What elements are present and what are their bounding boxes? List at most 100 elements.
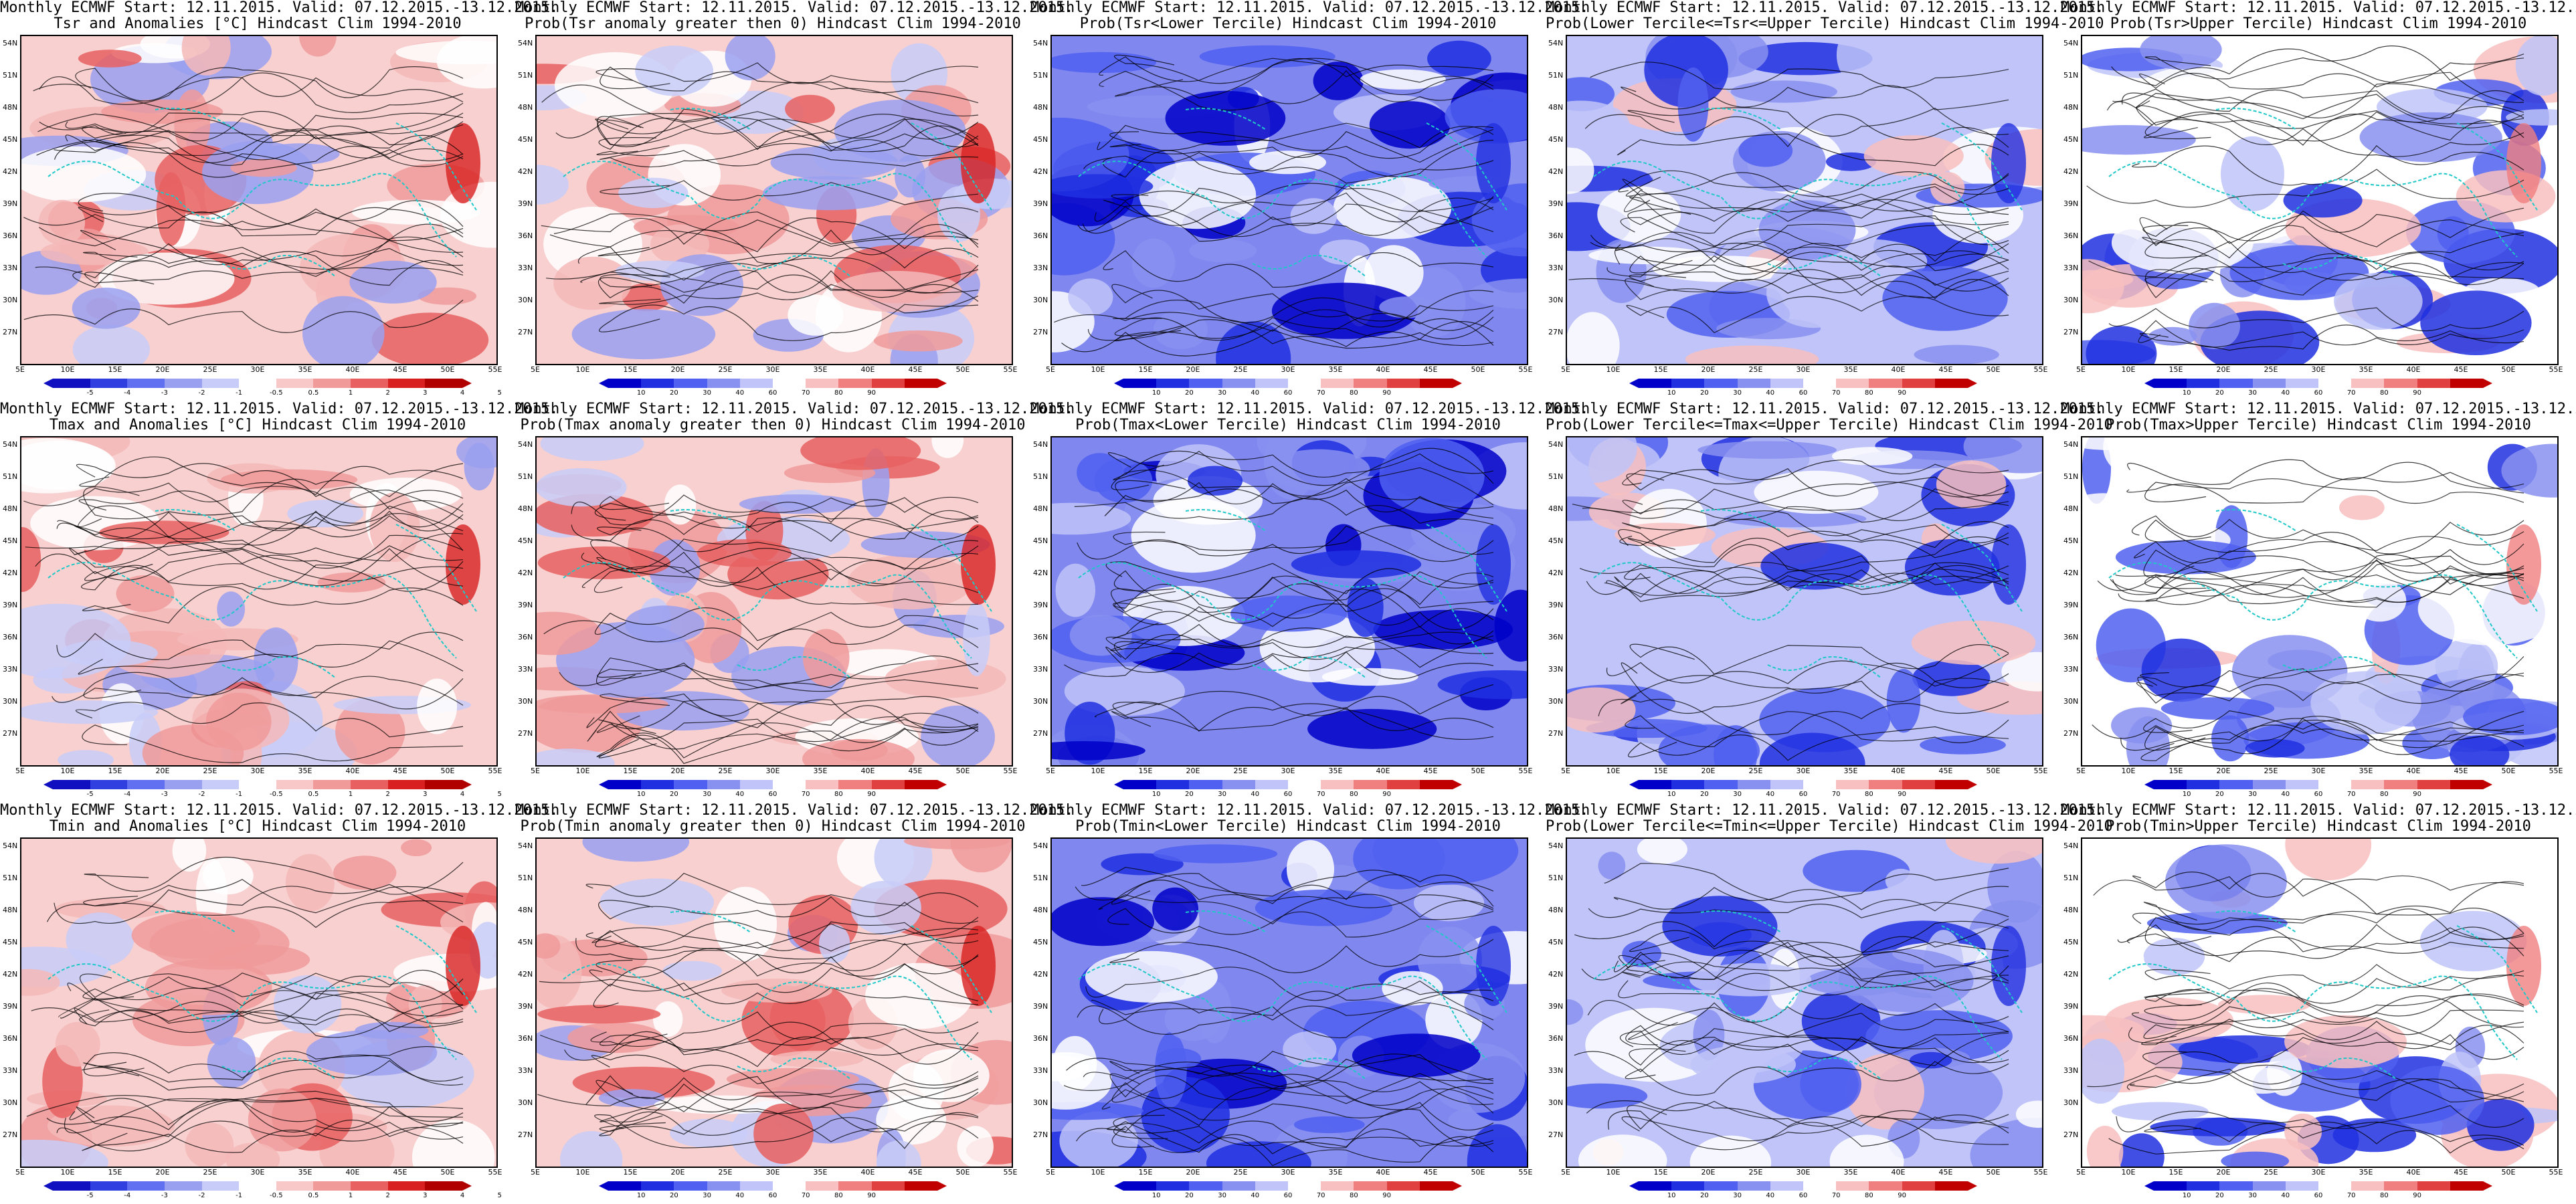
longitude-tick-label: 30E xyxy=(1796,1168,1811,1177)
latitude-tick-label: 39N xyxy=(1033,199,1048,208)
colorbar-segment xyxy=(1836,1181,1869,1191)
longitude-tick-label: 10E xyxy=(60,365,75,374)
panel-title-line2: Prob(Tmax<Lower Tercile) Hindcast Clim 1… xyxy=(1075,417,1501,433)
colorbar-segment xyxy=(2154,379,2187,388)
colorbar-label: -2 xyxy=(198,791,205,798)
colorbar-label: 3 xyxy=(423,1192,428,1199)
colorbar-segment xyxy=(1704,379,1738,388)
longitude-tick-label: 20E xyxy=(1186,1168,1200,1177)
colorbar-label: -1 xyxy=(236,389,243,397)
longitude-tick-label: 55E xyxy=(1518,1168,1533,1177)
colorbar-segment xyxy=(1803,379,1837,388)
latitude-tick-label: 48N xyxy=(3,103,18,112)
colorbar-high-arrow xyxy=(937,780,947,789)
colorbar-segment xyxy=(1803,1181,1837,1191)
longitude-tick-label: 55E xyxy=(2033,1168,2048,1177)
colorbar-label: -5 xyxy=(86,389,94,397)
map-field xyxy=(1567,437,2042,765)
colorbar-segment xyxy=(1321,780,1354,789)
colorbar-label: 60 xyxy=(1283,791,1293,798)
colorbar-segment xyxy=(707,780,740,789)
colorbar-segment xyxy=(2417,379,2450,388)
map-panel: Monthly ECMWF Start: 12.11.2015. Valid: … xyxy=(1030,0,1589,401)
longitude-tick-label: 25E xyxy=(718,1168,733,1177)
colorbar-segment xyxy=(2417,780,2450,789)
colorbar-label: 10 xyxy=(1667,1192,1676,1199)
colorbar-label: 40 xyxy=(1251,1192,1260,1199)
colorbar-segment xyxy=(1156,1181,1190,1191)
colorbar-segment xyxy=(2384,1181,2417,1191)
longitude-tick-label: 35E xyxy=(1843,1168,1858,1177)
longitude-tick-label: 30E xyxy=(2311,767,2326,775)
colorbar-high-arrow xyxy=(1967,379,1977,388)
latitude-tick-label: 45N xyxy=(2063,536,2079,545)
colorbar-label: 4 xyxy=(460,791,465,798)
panel-title-line1: Monthly ECMWF Start: 12.11.2015. Valid: … xyxy=(1546,401,2104,417)
colorbar-label: 60 xyxy=(1799,389,1808,397)
longitude-tick-label: 5E xyxy=(1046,1168,1055,1177)
colorbar-label: 60 xyxy=(768,389,777,397)
longitude-tick-label: 25E xyxy=(1748,365,1763,374)
colorbar-label: 20 xyxy=(2215,1192,2224,1199)
colorbar-label: 80 xyxy=(1865,1192,1873,1199)
panel-title-line2: Prob(Tsr anomaly greater then 0) Hindcas… xyxy=(525,15,1021,32)
colorbar-label: 20 xyxy=(1185,389,1194,397)
longitude-tick-label: 15E xyxy=(1138,365,1153,374)
colorbar-label: 10 xyxy=(636,791,646,798)
colorbar-high-arrow xyxy=(1967,780,1977,789)
longitude-tick-label: 5E xyxy=(1046,365,1055,374)
latitude-tick-label: 45N xyxy=(518,135,533,144)
colorbar-label: 90 xyxy=(2413,791,2421,798)
panel-title: Monthly ECMWF Start: 12.11.2015. Valid: … xyxy=(1546,803,2113,835)
latitude-tick-label: 36N xyxy=(518,633,533,641)
latitude-tick-label: 48N xyxy=(1548,103,1564,112)
map-panel: Monthly ECMWF Start: 12.11.2015. Valid: … xyxy=(515,401,1074,803)
colorbar-segment xyxy=(53,379,90,388)
colorbar xyxy=(599,780,947,789)
colorbar-segment xyxy=(1671,1181,1705,1191)
map-panel: Monthly ECMWF Start: 12.11.2015. Valid: … xyxy=(2061,0,2576,401)
colorbar-low-arrow xyxy=(2144,379,2154,388)
map-plot-area xyxy=(1566,837,2043,1168)
colorbar-label: 90 xyxy=(1382,1192,1391,1199)
longitude-tick-label: 50E xyxy=(2501,767,2516,775)
colorbar xyxy=(1114,780,1462,789)
longitude-tick-label: 15E xyxy=(1653,365,1668,374)
longitude-tick-label: 45E xyxy=(908,767,923,775)
colorbar-label: 40 xyxy=(1766,389,1775,397)
colorbar-segment xyxy=(1803,780,1837,789)
panel-title-line1: Monthly ECMWF Start: 12.11.2015. Valid: … xyxy=(515,401,1074,417)
colorbar-segment xyxy=(1770,1181,1803,1191)
colorbar-low-arrow xyxy=(1114,780,1123,789)
latitude-tick-label: 51N xyxy=(3,874,18,882)
latitude-tick-label: 51N xyxy=(1033,472,1048,481)
longitude-tick-label: 25E xyxy=(1748,1168,1763,1177)
map-plot-area xyxy=(20,436,498,767)
colorbar-segment xyxy=(1222,379,1255,388)
latitude-tick-label: 39N xyxy=(3,601,18,609)
colorbar xyxy=(1629,379,1977,388)
colorbar-segment xyxy=(1123,1181,1157,1191)
colorbar-label: -5 xyxy=(86,791,94,798)
longitude-tick-label: 10E xyxy=(1606,767,1621,775)
latitude-tick-label: 33N xyxy=(518,264,533,272)
longitude-tick-label: 20E xyxy=(155,365,170,374)
longitude-tick-label: 45E xyxy=(908,1168,923,1177)
colorbar-label: -4 xyxy=(124,1192,131,1199)
latitude-tick-label: 45N xyxy=(1548,938,1564,946)
panel-title-line1: Monthly ECMWF Start: 12.11.2015. Valid: … xyxy=(1030,0,1589,16)
latitude-tick-label: 33N xyxy=(1033,665,1048,674)
panel-title-line1: Monthly ECMWF Start: 12.11.2015. Valid: … xyxy=(2061,802,2576,819)
map-field xyxy=(537,839,1012,1167)
longitude-tick-label: 35E xyxy=(2359,1168,2373,1177)
map-plot-area xyxy=(2081,436,2559,767)
colorbar-segment xyxy=(772,379,806,388)
map-plot-area xyxy=(1050,35,1528,365)
longitude-tick-label: 15E xyxy=(623,1168,638,1177)
latitude-tick-label: 36N xyxy=(2063,633,2079,641)
longitude-tick-label: 35E xyxy=(1328,1168,1343,1177)
colorbar-segment xyxy=(2187,1181,2220,1191)
colorbar-low-arrow xyxy=(1629,1181,1639,1191)
colorbar-label: 80 xyxy=(1350,1192,1358,1199)
colorbar-segment xyxy=(1704,780,1738,789)
